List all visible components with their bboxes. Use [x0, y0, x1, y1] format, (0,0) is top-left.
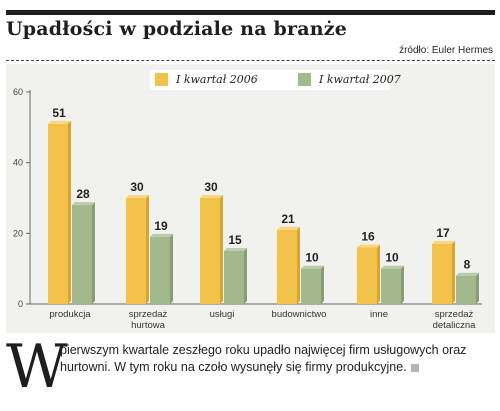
bar-value-label: 15 — [228, 233, 242, 247]
bar-top — [200, 195, 223, 198]
bar-top — [277, 226, 300, 230]
bar — [432, 243, 452, 304]
bar-top — [224, 248, 247, 251]
article-paragraph: pierwszym kwartale zeszłego roku upadło … — [60, 342, 495, 376]
x-tick-label: sprzedaż hurtowa — [129, 309, 168, 331]
bar — [301, 268, 321, 304]
bar-side — [92, 202, 95, 304]
bar-value-label: 28 — [76, 187, 90, 201]
bar — [224, 251, 244, 304]
x-tick-label: produkcja — [49, 309, 91, 320]
bar-value-label: 8 — [464, 258, 471, 272]
end-mark — [410, 363, 419, 372]
bar-value-label: 30 — [204, 180, 218, 194]
x-tick-label: sprzedaż detaliczna — [433, 309, 476, 331]
bar — [126, 198, 146, 304]
bar-side — [377, 244, 380, 304]
paragraph-text: pierwszym kwartale zeszłego roku upadło … — [60, 343, 467, 374]
bar — [48, 123, 68, 304]
bar — [72, 205, 92, 304]
bar-side — [297, 226, 300, 304]
legend-swatch-2006 — [155, 73, 168, 86]
bar — [381, 268, 401, 304]
bar-top — [72, 202, 95, 206]
bar-value-label: 10 — [385, 251, 399, 265]
x-tick-label: usługi — [210, 309, 235, 320]
legend-swatch-2007 — [298, 73, 311, 86]
legend-item-2006: I kwartał 2006 — [155, 73, 258, 86]
bar-side — [170, 233, 173, 304]
bar-value-label: 17 — [436, 226, 450, 240]
bar-side — [476, 272, 479, 304]
y-tick-label: 40 — [13, 158, 23, 168]
bar-top — [456, 272, 479, 276]
y-tick-label: 60 — [13, 87, 23, 97]
bar-side — [146, 195, 149, 304]
legend-label-2007: I kwartał 2007 — [319, 73, 401, 86]
dropcap: W — [6, 332, 68, 402]
bar-side — [244, 248, 247, 304]
bar-top — [150, 233, 173, 237]
bar-value-label: 51 — [52, 106, 66, 120]
bar-top — [48, 120, 71, 124]
bar — [200, 198, 220, 304]
x-tick-label: inne — [370, 309, 388, 320]
bar-chart: 0 20 40 60 51 28 produkcja 30 19 sprzedaż hurtowa 3… — [13, 87, 482, 331]
bar-value-label: 10 — [305, 251, 319, 265]
bar-top — [301, 265, 324, 269]
legend-item-2007: I kwartał 2007 — [298, 73, 401, 86]
chart-title: Upadłości w podziale na branże — [6, 18, 348, 40]
legend — [150, 70, 390, 90]
legend-label-2006: I kwartał 2006 — [176, 73, 258, 86]
source-note: źródło: Euler Hermes — [399, 45, 493, 56]
bar-value-label: 21 — [281, 212, 295, 226]
bar-side — [452, 240, 455, 304]
bar-side — [321, 265, 324, 304]
y-tick-label: 20 — [13, 228, 23, 238]
bar-top — [357, 244, 380, 248]
bar-top — [432, 240, 455, 244]
top-rule — [6, 10, 495, 15]
bar-side — [68, 120, 71, 304]
bar — [357, 247, 377, 304]
bar-value-label: 30 — [130, 180, 144, 194]
dashed-divider — [6, 60, 495, 61]
bar-side — [401, 265, 404, 304]
x-tick-label: budownictwo — [272, 309, 327, 320]
y-tick-label: 0 — [18, 299, 23, 309]
bar — [150, 236, 170, 304]
bar-top — [126, 195, 149, 198]
bar-value-label: 19 — [154, 219, 168, 233]
bar-value-label: 16 — [361, 229, 375, 243]
bar — [277, 229, 297, 304]
bar-top — [381, 265, 404, 269]
bar-side — [220, 195, 223, 304]
bar — [456, 275, 476, 304]
